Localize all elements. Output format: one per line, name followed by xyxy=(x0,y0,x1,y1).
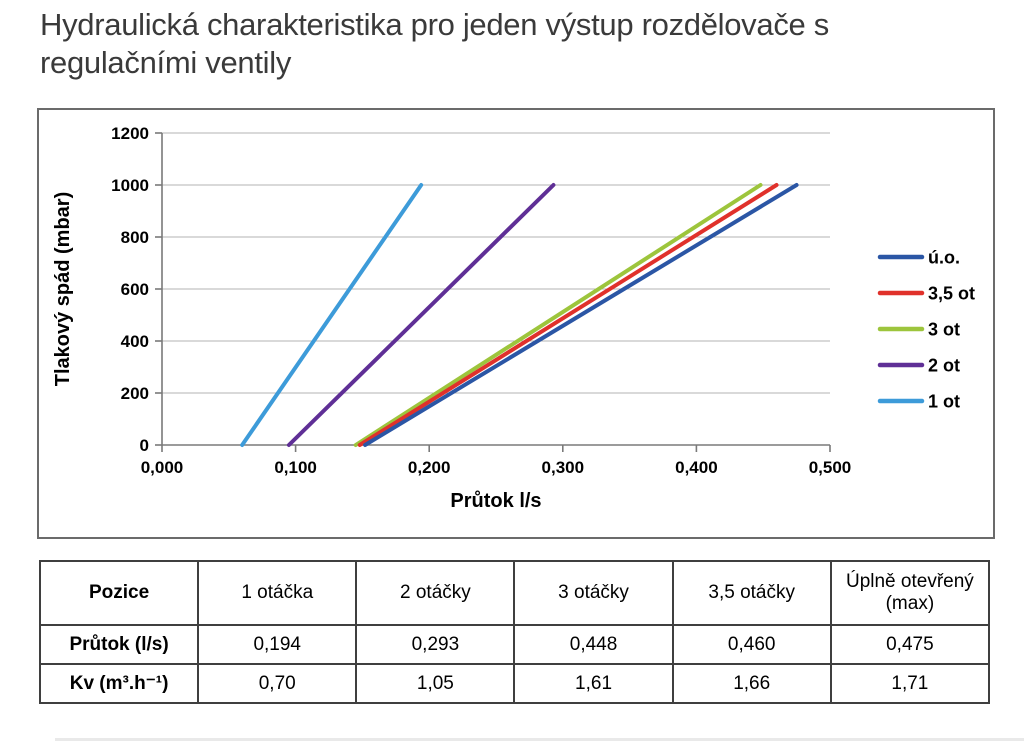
table-cell: 1,05 xyxy=(355,663,516,704)
legend-label-1 ot: 1 ot xyxy=(928,392,960,412)
table-column-header: 1 otáčka xyxy=(197,560,358,626)
x-tick-label-0,500: 0,500 xyxy=(809,458,852,477)
data-table: Pozice 1 otáčka 2 otáčky 3 otáčky 3,5 otáčky… xyxy=(38,560,991,704)
table-cell: 0,293 xyxy=(355,624,516,665)
table-cell: 0,448 xyxy=(513,624,674,665)
chart-frame: 0 200 400 600 800 1000 1200 0,000 0,100 0,200 0,30… xyxy=(37,108,995,539)
page-title: Hydraulická charakteristika pro jeden vý… xyxy=(40,7,829,81)
series-line-2 ot xyxy=(286,183,556,447)
legend-label-3 ot: 3 ot xyxy=(928,320,960,340)
table-header-row: Pozice 1 otáčka 2 otáčky 3 otáčky 3,5 otáčky… xyxy=(38,560,991,626)
table-header-row: Pozice 1 otáčka 2 otáčky 3 otáčky 3,5 otáčky… xyxy=(38,560,991,626)
table-column-header: Úplně otevřený (max) xyxy=(829,560,991,626)
x-axis-title: Průtok l/s xyxy=(450,490,541,512)
table-row: Průtok (l/s) 0,194 0,293 0,448 0,460 0,475 xyxy=(38,624,991,665)
line-chart: 0 200 400 600 800 1000 1200 0,000 0,100 0,200 0,30… xyxy=(52,124,975,512)
scan-artifact-line xyxy=(55,738,1024,741)
table-body: Průtok (l/s) 0,194 0,293 0,448 0,460 0,475 Kv … xyxy=(38,624,991,704)
table-corner-header: Pozice xyxy=(38,560,200,626)
legend-label-2 ot: 2 ot xyxy=(928,356,960,376)
x-tick-label-0,200: 0,200 xyxy=(408,458,451,477)
table-cell: 0,194 xyxy=(197,624,358,665)
y-axis-title: Tlakový spád (mbar) xyxy=(52,192,74,387)
x-tick-label-0,100: 0,100 xyxy=(274,458,317,477)
table-cell: 0,460 xyxy=(671,624,832,665)
y-tick-label-200: 200 xyxy=(121,384,149,403)
table-row: Kv (m³.h⁻¹) 0,70 1,05 1,61 1,66 1,71 xyxy=(38,663,991,704)
table-cell: 1,66 xyxy=(671,663,832,704)
y-tick-label-1000: 1000 xyxy=(111,176,149,195)
table-cell: 1,61 xyxy=(513,663,674,704)
x-tick-label-0,300: 0,300 xyxy=(542,458,585,477)
y-tick-label-600: 600 xyxy=(121,280,149,299)
table-column-header: 2 otáčky xyxy=(355,560,516,626)
table-row-label: Průtok (l/s) xyxy=(38,624,200,665)
legend-label-ú.o.: ú.o. xyxy=(928,248,960,268)
series-line-3,5 ot xyxy=(357,183,779,447)
table-cell: 1,71 xyxy=(829,663,991,704)
series-line-3 ot xyxy=(353,183,763,447)
table-cell: 0,475 xyxy=(829,624,991,665)
table-row-label: Kv (m³.h⁻¹) xyxy=(38,663,200,704)
x-tick-label-0,000: 0,000 xyxy=(141,458,184,477)
y-tick-label-400: 400 xyxy=(121,332,149,351)
y-tick-label-800: 800 xyxy=(121,228,149,247)
y-tick-label-0: 0 xyxy=(140,436,149,455)
table-cell: 0,70 xyxy=(197,663,358,704)
legend-label-3,5 ot: 3,5 ot xyxy=(928,284,975,304)
x-tick-label-0,400: 0,400 xyxy=(675,458,718,477)
y-tick-label-1200: 1200 xyxy=(111,124,149,143)
table-column-header: 3 otáčky xyxy=(513,560,674,626)
series-line-1 ot xyxy=(240,183,424,447)
table-column-header: 3,5 otáčky xyxy=(671,560,832,626)
series-line-ú.o. xyxy=(363,183,799,447)
